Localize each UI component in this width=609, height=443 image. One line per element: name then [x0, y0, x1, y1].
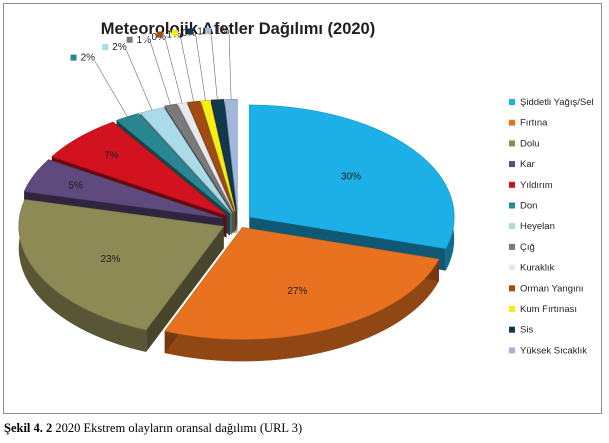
legend-swatch: [509, 99, 515, 105]
slice-top: [164, 227, 440, 340]
pie-slice-dolu: [18, 199, 225, 353]
data-label-cig: 1%: [137, 35, 152, 46]
leader-line-heyelan: [126, 49, 153, 111]
legend-item-kuraklik: Kuraklık: [509, 263, 555, 274]
data-label-don: 2%: [81, 53, 96, 64]
data-label-marker-yuksek-sicaklik: [205, 27, 212, 34]
leader-line-sis: [210, 34, 218, 100]
slice-wall: [146, 226, 224, 353]
leader-line-kum-firtinasi: [195, 35, 206, 101]
data-label-firtina: 27%: [287, 286, 307, 297]
data-label-sis: 1%: [197, 27, 212, 38]
caption-text: 2020 Ekstrem olayların oransal dağılımı …: [52, 421, 303, 435]
slice-top: [187, 100, 235, 212]
legend-item-orman-yangini: Orman Yangını: [509, 283, 584, 294]
slice-top: [18, 199, 225, 331]
legend-swatch: [509, 326, 515, 333]
legend-swatch: [509, 119, 515, 126]
pie-slice-firtina: [164, 227, 440, 362]
data-label-marker-sis: [187, 28, 194, 35]
slice-top: [248, 104, 455, 249]
data-label-dolu: 23%: [100, 254, 120, 265]
legend-label: Yüksek Sıcaklık: [520, 345, 587, 356]
legend-item-kum-firtinasi: Kum Fırtınası: [509, 304, 577, 315]
legend-swatch: [509, 140, 515, 147]
legend-label: Çığ: [520, 242, 535, 253]
legend: Şiddetli Yağış/Sel Fırtına Dolu Kar Yıldırım…: [509, 97, 594, 356]
slice-top: [200, 99, 236, 212]
legend-label: Dolu: [520, 138, 540, 149]
legend-item-yuksek-sicaklik: Yüksek Sıcaklık: [509, 345, 587, 356]
legend-item-don: Don: [509, 201, 537, 212]
data-label-kar: 5%: [69, 181, 84, 192]
data-label-marker-orman-yangini: [156, 31, 163, 38]
slice-top: [115, 113, 231, 214]
leader-line-orman-yangini: [180, 37, 194, 102]
leader-line-kuraklik: [165, 39, 183, 104]
legend-swatch: [509, 161, 515, 168]
legend-swatch: [509, 243, 515, 250]
data-label-heyelan: 2%: [112, 42, 127, 53]
data-label-marker-kum-firtinasi: [171, 29, 178, 36]
legend-label: Kum Fırtınası: [520, 304, 577, 315]
legend-item-siddetli-yagis-sel: Şiddetli Yağış/Sel: [509, 97, 594, 108]
data-label-marker-heyelan: [102, 44, 109, 51]
legend-label: Şiddetli Yağış/Sel: [520, 97, 594, 108]
legend-item-yildirim: Yıldırım: [509, 180, 553, 191]
leader-line-yuksek-sicaklik: [228, 33, 232, 100]
legend-swatch: [509, 264, 515, 271]
legend-swatch: [509, 306, 515, 312]
legend-item-kar: Kar: [509, 159, 535, 170]
legend-label: Fırtına: [520, 118, 548, 129]
legend-item-firtina: Fırtına: [509, 118, 548, 129]
leader-line-cig: [150, 42, 171, 106]
legend-item-sis: Sis: [509, 325, 533, 336]
legend-label: Don: [520, 201, 537, 212]
legend-swatch: [509, 223, 515, 230]
legend-item-heyelan: Heyelan: [509, 221, 555, 232]
caption-label: Şekil 4. 2: [4, 421, 53, 435]
slice-top: [23, 159, 224, 219]
legend-item-dolu: Dolu: [509, 138, 540, 149]
slice-top: [139, 107, 233, 214]
leader-line-don: [94, 60, 128, 117]
legend-swatch: [509, 181, 515, 188]
slice-top: [51, 121, 227, 216]
data-labels: 30%27%23%5%7%2%2%1%0%1%0%1%1%: [69, 26, 362, 297]
legend-label: Orman Yangını: [520, 283, 584, 294]
data-label-marker-don: [70, 54, 77, 61]
legend-swatch: [509, 202, 515, 209]
data-label-yildirim: 7%: [104, 151, 119, 162]
legend-swatch: [509, 347, 515, 354]
slice-top: [177, 102, 234, 212]
figure-caption: Şekil 4. 2 2020 Ekstrem olayların oransa…: [4, 421, 302, 436]
pie-slices: [18, 98, 455, 362]
data-label-marker-cig: [126, 36, 133, 43]
legend-label: Kuraklık: [520, 263, 555, 274]
slice-side: [164, 259, 439, 362]
legend-swatch: [509, 285, 515, 292]
slice-side: [18, 199, 147, 353]
legend-label: Sis: [520, 325, 533, 336]
legend-item-cig: Çığ: [509, 242, 535, 253]
data-label-marker-kuraklik: [141, 33, 148, 40]
chart-title: Meteorolojik Afetler Dağılımı (2020): [101, 20, 375, 38]
data-label-siddetli-yagis-sel: 30%: [341, 171, 361, 182]
data-label-yuksek-sicaklik: 1%: [215, 26, 230, 37]
legend-label: Yıldırım: [520, 180, 553, 191]
legend-label: Heyelan: [520, 221, 555, 232]
legend-label: Kar: [520, 159, 535, 170]
